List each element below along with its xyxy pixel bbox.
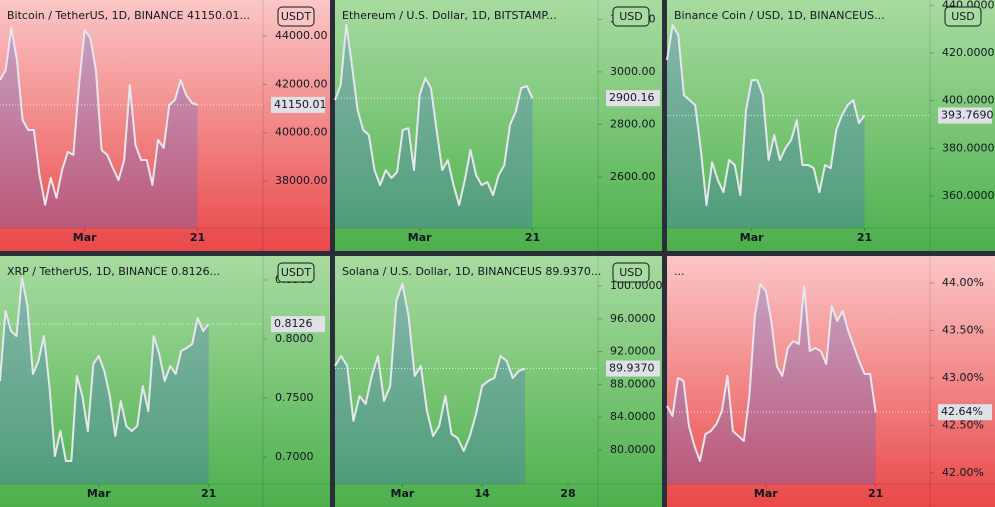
y-tick-label: 88.0000 [610,377,656,390]
x-tick-label: Mar [87,487,111,500]
x-tick-label: 21 [201,487,216,500]
currency-label: USD [619,266,643,279]
area-fill [667,284,876,484]
y-tick-label: 80.0000 [610,443,656,456]
area-fill [0,28,198,229]
y-tick-label: 42.50% [942,418,984,431]
panel-background [667,256,995,507]
currency-box [277,262,315,283]
y-tick-label: 380.0000 [942,141,995,154]
x-tick-label: 21 [857,231,872,244]
last-price-label: 0.8126 [274,317,313,330]
last-price-box [271,96,325,113]
y-tick-label: 440.0000 [942,0,995,11]
x-tick-label: 21 [190,231,205,244]
x-tick-label: Mar [391,487,415,500]
panel: 360.0000 380.0000 400.0000 420.0000 440.0000… [666,0,995,251]
price-line [666,283,877,463]
currency-box [612,6,650,27]
y-tick-label: 0.7000 [275,450,314,463]
currency-label: USDT [281,10,312,23]
panel: 2600.002800.003000.003200.00Mar212900.16… [334,0,662,251]
x-tick-label: 21 [525,231,540,244]
panel-title: Bitcoin / TetherUS, 1D, BINANCE 41150.01… [7,9,250,22]
x-tick-label: Mar [754,487,778,500]
y-tick-label: 420.0000 [942,46,995,59]
panel-background [335,0,662,251]
price-line [0,276,210,462]
currency-label: USDT [281,266,312,279]
y-tick-label: 44000.00 [275,29,328,42]
x-tick-label: 14 [474,487,490,500]
currency-box [612,262,650,283]
price-line [0,27,198,206]
last-price-label: 2900.16 [609,91,655,104]
price-line [666,24,866,207]
y-tick-label: 42000.00 [275,77,328,90]
currency-label: USD [951,10,975,23]
currency-box [277,6,315,27]
panel-title: XRP / TetherUS, 1D, BINANCE 0.8126... [7,265,220,278]
panel: 42.00% 42.50% 43.00% 43.50% 44.00% Mar 21 42.64… [666,256,995,507]
area-fill [335,24,533,229]
panel-title: Ethereum / U.S. Dollar, 1D, BITSTAMP... [342,9,557,22]
y-tick-label: 2600.00 [610,170,656,183]
price-line [334,23,534,207]
y-tick-label: 42.00% [942,466,984,479]
y-tick-label: 2800.00 [610,117,656,130]
last-price-label: 89.9370 [609,362,655,375]
y-tick-label: 400.0000 [942,94,995,107]
y-tick-label: 43.00% [942,371,984,384]
y-tick-label: 0.8000 [275,332,314,345]
y-tick-label: 96.0000 [610,312,656,325]
last-price-box [938,107,992,124]
y-tick-label: 44.00% [942,276,984,289]
y-tick-label: 43.50% [942,323,984,336]
panel: 80.000084.000088.000092.000096.0000100.0… [334,256,663,507]
y-tick-label: 38000.00 [275,174,328,187]
x-tick-label: Mar [740,231,764,244]
panel-title: Solana / U.S. Dollar, 1D, BINANCEUS 89.9… [342,265,601,278]
y-tick-label: 360.0000 [942,189,995,202]
panel-title: Binance Coin / USD, 1D, BINANCEUS... [674,9,885,22]
y-tick-label: 0.7500 [275,391,314,404]
panel-title: ... [674,265,685,278]
x-tick-label: 21 [868,487,883,500]
last-price-label: 41150.01 [274,98,327,111]
last-price-box [271,316,325,333]
last-price-label: 42.64% [941,405,983,418]
last-price-box [938,404,992,421]
area-fill [335,283,526,484]
last-price-box [606,360,660,377]
x-tick-label: Mar [408,231,432,244]
y-tick-label: 92.0000 [610,345,656,358]
y-tick-label: 3000.00 [610,65,656,78]
last-price-box [606,90,660,107]
x-tick-label: Mar [73,231,97,244]
y-tick-label: 84.0000 [610,410,656,423]
currency-label: USD [619,10,643,23]
last-price-label: 393.7690 [941,109,994,122]
panel-background [667,0,995,251]
y-tick-label: 40000.00 [275,126,328,139]
x-tick-label: 28 [560,487,575,500]
panel: 38000.00 40000.00 42000.00 44000.00 Mar 21 411… [0,0,330,251]
currency-box [944,6,982,27]
panel-background [0,0,330,251]
price-line [334,282,526,452]
